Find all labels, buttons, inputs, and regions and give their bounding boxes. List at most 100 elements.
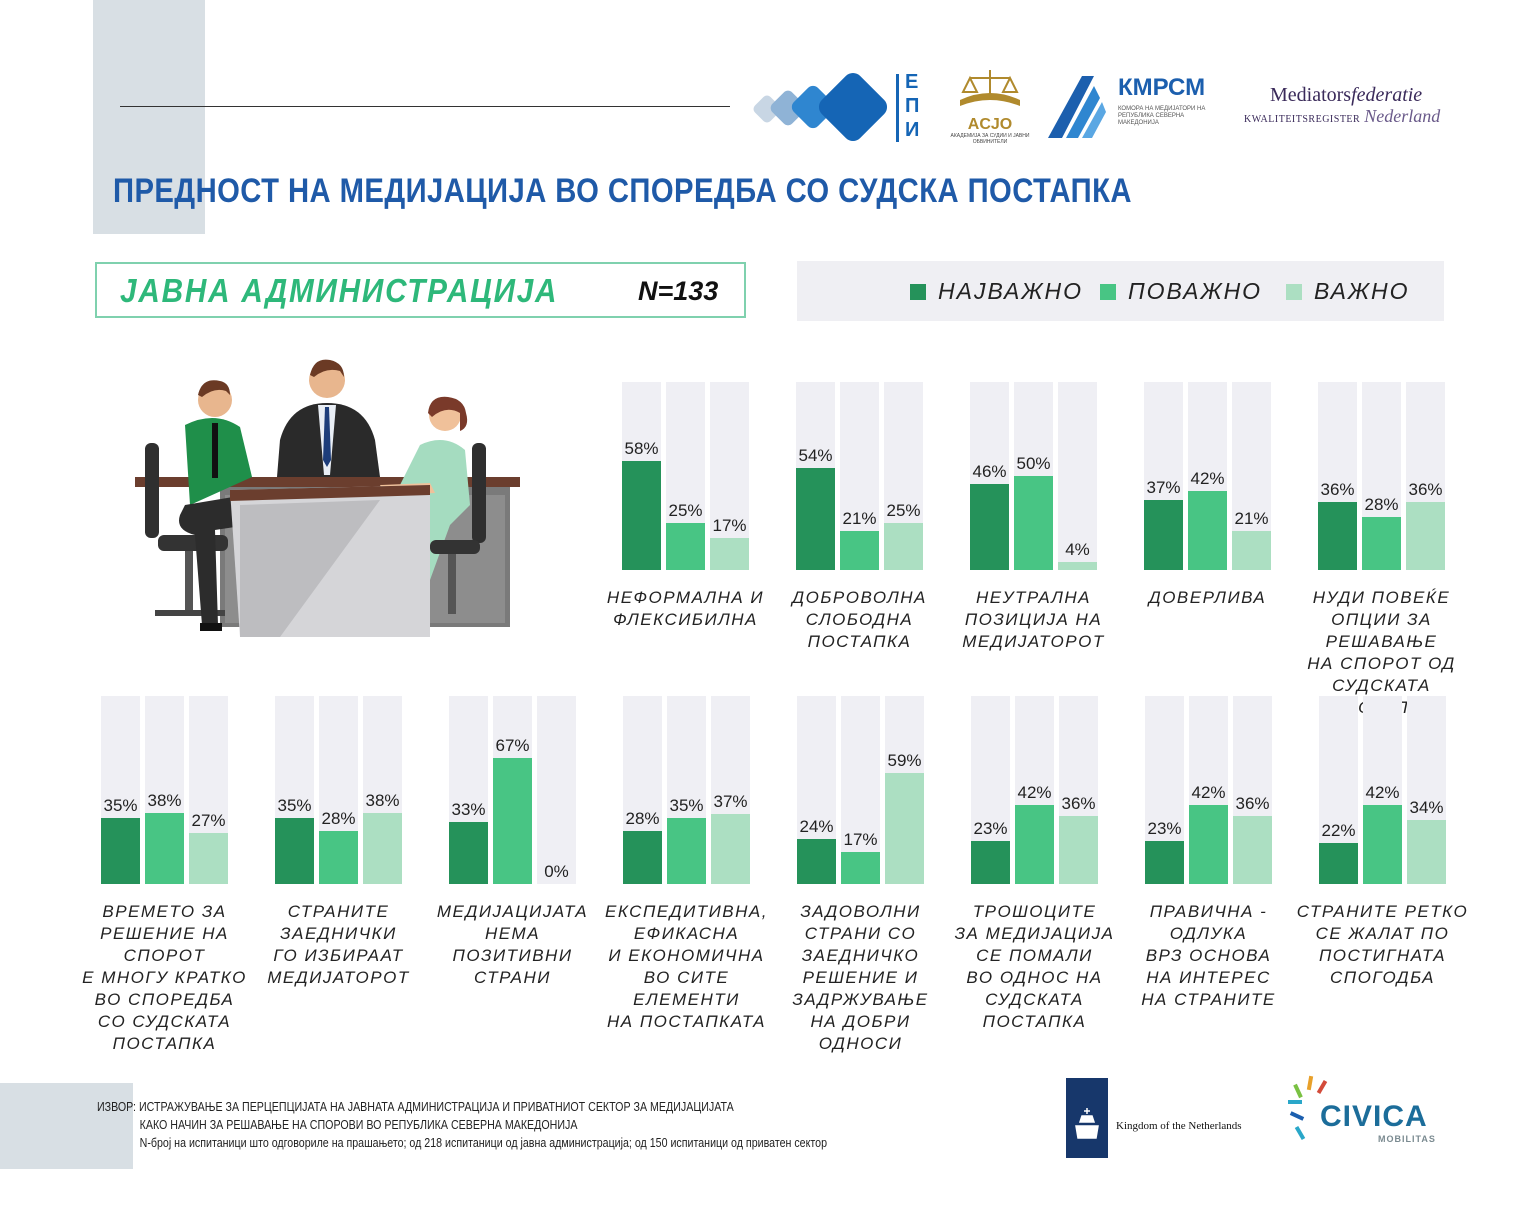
decor-block-bottom bbox=[0, 1083, 133, 1169]
bar-value-label: 25% bbox=[668, 501, 703, 520]
bar-group-2: 46% 50% 4% НЕУТРАЛНА ПОЗИЦИЈА НА МЕДИЈАТОРО… bbox=[962, 382, 1103, 651]
bar-group-3: 37% 42% 21% ДОВЕРЛИВА bbox=[1144, 382, 1271, 607]
epi-logo-text: ЕПИ bbox=[905, 71, 920, 141]
bar-value-label: 37% bbox=[1146, 478, 1181, 497]
sample-size: N=133 bbox=[638, 276, 719, 306]
bar-group-9: 24% 17% 59% ЗАДОВОЛНИ СТРАНИ СО ЗАЕДНИЧКО Р… bbox=[792, 696, 927, 1053]
bar-value-label: 4% bbox=[1065, 540, 1090, 559]
bar bbox=[275, 818, 314, 884]
bar bbox=[145, 813, 184, 884]
bar bbox=[1233, 816, 1272, 884]
bar-value-label: 42% bbox=[1017, 783, 1052, 802]
bar-value-label: 42% bbox=[1365, 783, 1400, 802]
acjo-logo-text: ACJO bbox=[967, 116, 1013, 133]
bar bbox=[622, 461, 661, 570]
civica-logo-text: CIVICA bbox=[1320, 1100, 1428, 1133]
bar bbox=[1015, 805, 1054, 884]
bar-track bbox=[1058, 382, 1097, 570]
bar-group-6: 35% 28% 38% СТРАНИТЕ ЗАЕДНИЧКИ ГО ИЗБИРААТ … bbox=[267, 696, 408, 987]
meeting-illustration bbox=[130, 355, 525, 645]
bar-value-label: 23% bbox=[1147, 819, 1182, 838]
bar-value-label: 33% bbox=[451, 800, 486, 819]
bar-value-label: 38% bbox=[147, 791, 182, 810]
bar-value-label: 21% bbox=[1234, 509, 1269, 528]
category-label: ПРАВИЧНА - ОДЛУКА ВРЗ ОСНОВА НА ИНТЕРЕС … bbox=[1141, 902, 1276, 1009]
bar-group-10: 23% 42% 36% ТРОШОЦИТЕ ЗА МЕДИЈАЦИЈА СЕ ПОМА… bbox=[955, 696, 1113, 1031]
source-note: ИЗВОР: ИСТРАЖУВАЊЕ ЗА ПЕРЦЕПЦИЈАТА НА ЈА… bbox=[97, 1098, 827, 1152]
bar bbox=[449, 822, 488, 884]
source-line-2: КАКО НАЧИН ЗА РЕШАВАЊЕ НА СПОРОВИ ВО РЕП… bbox=[139, 1117, 578, 1132]
bar bbox=[1406, 502, 1445, 570]
bar-group-5: 35% 38% 27% ВРЕМЕТО ЗА РЕШЕНИЕ НА СПОРОТ Е … bbox=[82, 696, 245, 1053]
bar bbox=[363, 813, 402, 884]
civica-logo-subtext: MOBILITAS bbox=[1378, 1134, 1436, 1144]
bar bbox=[885, 773, 924, 884]
bar bbox=[1188, 491, 1227, 570]
bar-value-label: 46% bbox=[972, 462, 1007, 481]
bar bbox=[970, 484, 1009, 570]
bar bbox=[1232, 531, 1271, 570]
decor-block-top bbox=[93, 0, 205, 234]
bar bbox=[667, 818, 706, 884]
bar-value-label: 59% bbox=[887, 751, 922, 770]
bar-value-label: 42% bbox=[1191, 783, 1226, 802]
bar bbox=[623, 831, 662, 884]
bar bbox=[493, 758, 532, 884]
bar-value-label: 42% bbox=[1190, 469, 1225, 488]
bar bbox=[1189, 805, 1228, 884]
bar-value-label: 22% bbox=[1321, 821, 1356, 840]
bar bbox=[1014, 476, 1053, 570]
nederland-logo-text: Nederland bbox=[1364, 106, 1441, 126]
bar-value-label: 36% bbox=[1061, 794, 1096, 813]
category-label: МЕДИЈАЦИЈАТА НЕМА ПОЗИТИВНИ СТРАНИ bbox=[436, 902, 589, 987]
category-label: ЗАДОВОЛНИ СТРАНИ СО ЗАЕДНИЧКО РЕШЕНИЕ И … bbox=[792, 902, 929, 1053]
bar-value-label: 54% bbox=[798, 446, 833, 465]
bar-value-label: 35% bbox=[103, 796, 138, 815]
bar bbox=[1407, 820, 1446, 884]
legend-label-povazno: ПОВАЖНО bbox=[1128, 278, 1263, 304]
bar bbox=[189, 833, 228, 884]
bar-value-label: 35% bbox=[669, 796, 704, 815]
bar bbox=[319, 831, 358, 884]
category-label: ЕКСПЕДИТИВНА, ЕФИКАСНА И ЕКОНОМИЧНА ВО С… bbox=[605, 902, 768, 1031]
epi-logo: ЕПИ bbox=[748, 68, 923, 148]
bar-value-label: 28% bbox=[1364, 495, 1399, 514]
category-label: НЕУТРАЛНА ПОЗИЦИЈА НА МЕДИЈАТОРОТ bbox=[962, 588, 1105, 651]
bar bbox=[1363, 805, 1402, 884]
bar-value-label: 21% bbox=[842, 509, 877, 528]
bar-value-label: 35% bbox=[277, 796, 312, 815]
legend bbox=[797, 261, 1444, 321]
kmrsm-logo-subtext: КОМОРА НА МЕДИЈАТОРИ НА РЕПУБЛИКА СЕВЕРН… bbox=[1118, 106, 1206, 126]
bar-value-label: 58% bbox=[624, 439, 659, 458]
bar bbox=[666, 523, 705, 570]
bar-value-label: 25% bbox=[886, 501, 921, 520]
legend-label-najvazno: НАЈВАЖНО bbox=[938, 278, 1083, 304]
segment-name: ЈАВНА АДМИНИСТРАЦИЈА bbox=[120, 272, 559, 309]
bar-value-label: 0% bbox=[544, 862, 569, 881]
bar-group-4: 36% 28% 36% НУДИ ПОВЕЌЕ ОПЦИИ ЗА РЕШАВАЊЕ Н… bbox=[1307, 382, 1454, 717]
legend-item-vazno: ВАЖНО bbox=[1286, 278, 1410, 305]
bar-group-8: 28% 35% 37% ЕКСПЕДИТИВНА, ЕФИКАСНА И ЕКОНОМ… bbox=[605, 696, 766, 1031]
bar bbox=[1058, 562, 1097, 570]
netherlands-logo-text: Kingdom of the Netherlands bbox=[1116, 1120, 1242, 1132]
category-label: ДОБРОВОЛНА СЛОБОДНА ПОСТАПКА bbox=[792, 588, 927, 651]
legend-swatch-vazno bbox=[1286, 283, 1302, 300]
bar bbox=[101, 818, 140, 884]
bar-group-7: 33% 67% 0% МЕДИЈАЦИЈАТА НЕМА ПОЗИТИВНИ СТРА… bbox=[437, 696, 587, 987]
civica-logo: CIVICA MOBILITAS bbox=[1286, 1074, 1446, 1150]
bar-value-label: 17% bbox=[712, 516, 747, 535]
bar-value-label: 28% bbox=[625, 809, 660, 828]
segment-box bbox=[95, 262, 746, 318]
bar bbox=[884, 523, 923, 570]
bar-group-12: 22% 42% 34% СТРАНИТЕ РЕТКО СЕ ЖАЛАТ ПО ПОСТ… bbox=[1297, 696, 1467, 987]
source-line-3: N-број на испитаници што одговориле на п… bbox=[139, 1135, 828, 1150]
bar bbox=[1059, 816, 1098, 884]
bar-group-0: 58% 25% 17% НЕФОРМАЛНА И ФЛЕКСИБИЛНА bbox=[607, 382, 763, 629]
kwaliteitsregister-logo-text: KWALITEITSREGISTER bbox=[1244, 114, 1361, 125]
bar bbox=[797, 839, 836, 884]
page-title: ПРЕДНОСТ НА МЕДИЈАЦИЈА ВО СПОРЕДБА СО СУ… bbox=[113, 172, 1132, 210]
bar bbox=[1319, 843, 1358, 884]
category-label: ВРЕМЕТО ЗА РЕШЕНИЕ НА СПОРОТ Е МНОГУ КРА… bbox=[82, 902, 247, 1053]
bar bbox=[971, 841, 1010, 884]
bar-group-1: 54% 21% 25% ДОБРОВОЛНА СЛОБОДНА ПОСТАПКА bbox=[792, 382, 925, 651]
